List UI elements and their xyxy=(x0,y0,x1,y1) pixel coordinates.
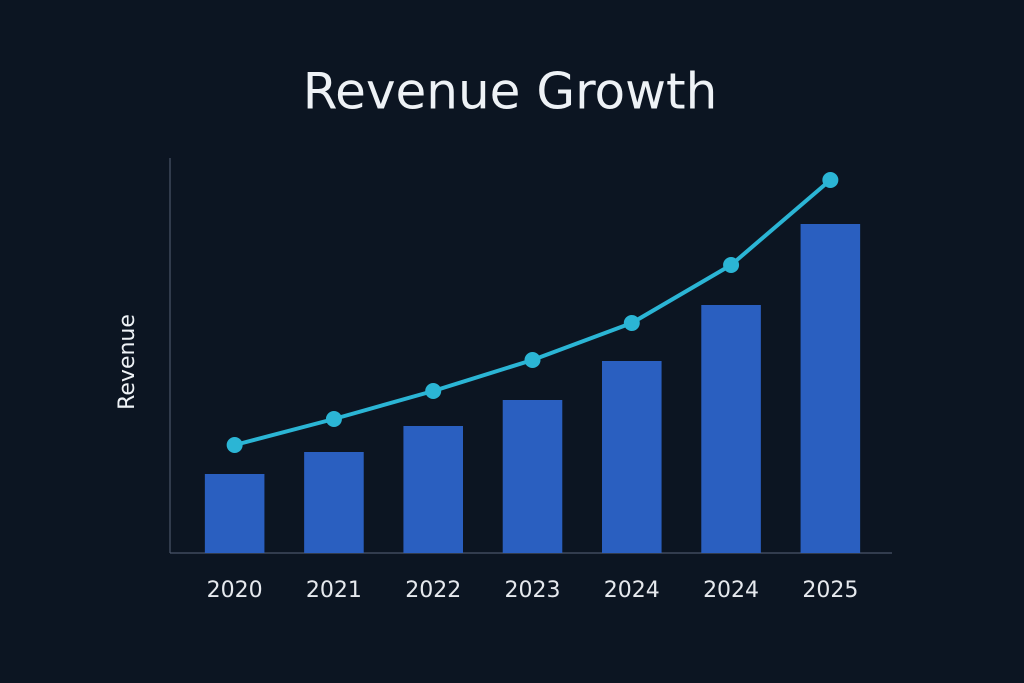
line-marker xyxy=(822,172,839,188)
x-tick-label: 2020 xyxy=(207,578,263,603)
line-marker xyxy=(325,411,342,427)
bar xyxy=(602,361,662,553)
x-tick-label: 2024 xyxy=(703,578,759,603)
line-marker xyxy=(623,315,640,331)
bar xyxy=(800,224,861,553)
chart-title: Revenue Growth xyxy=(303,63,718,121)
x-tick-label: 2022 xyxy=(405,578,461,603)
x-tick-label: 2025 xyxy=(802,578,858,603)
y-axis-label: Revenue xyxy=(115,314,140,410)
bar xyxy=(701,305,761,553)
line-marker xyxy=(425,383,442,399)
line-marker xyxy=(723,257,740,273)
line-marker xyxy=(226,437,243,453)
bar xyxy=(204,474,265,553)
x-tick-label: 2024 xyxy=(604,578,660,603)
bar xyxy=(403,426,463,553)
line-marker xyxy=(524,352,541,368)
x-tick-label: 2023 xyxy=(505,578,561,603)
bar xyxy=(502,400,563,553)
x-tick-label: 2021 xyxy=(306,578,362,603)
bar xyxy=(304,452,364,553)
